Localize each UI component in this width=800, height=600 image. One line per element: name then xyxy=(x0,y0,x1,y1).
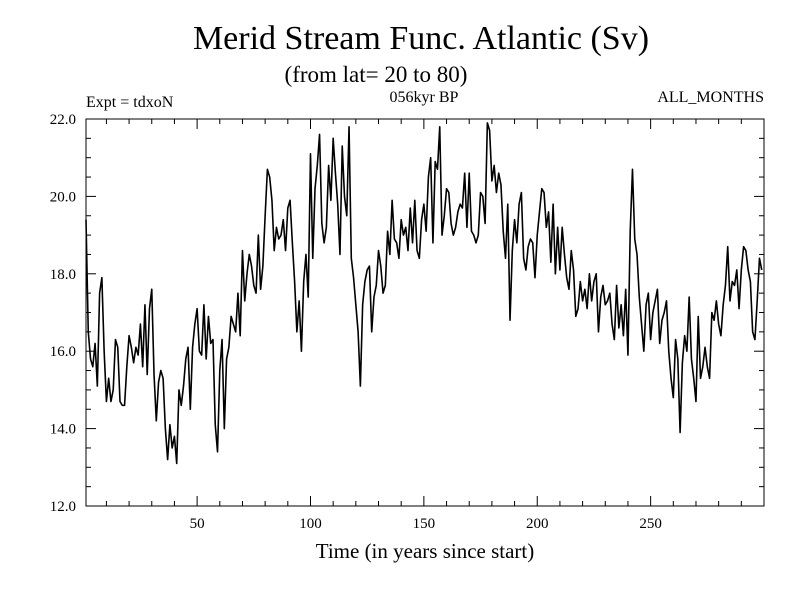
series-group xyxy=(85,122,763,465)
x-tick-label: 200 xyxy=(526,516,549,532)
y-tick-label: 18.0 xyxy=(50,267,76,283)
axis-ticks xyxy=(86,118,765,507)
plot-frame xyxy=(85,118,765,507)
x-tick-label: 50 xyxy=(190,516,205,532)
y-tick-label: 16.0 xyxy=(50,344,76,360)
experiment-label: Expt = tdxoN xyxy=(86,94,174,111)
y-tick-label: 22.0 xyxy=(50,112,76,128)
chart-title: Merid Stream Func. Atlantic (Sv) xyxy=(193,20,649,57)
months-label: ALL_MONTHS xyxy=(657,89,764,106)
x-tick-label: 250 xyxy=(639,516,662,532)
y-tick-label: 12.0 xyxy=(50,499,76,515)
time-period-label: 056kyr BP xyxy=(390,89,459,106)
chart-subtitle: (from lat= 20 to 80) xyxy=(285,62,468,87)
y-tick-label: 20.0 xyxy=(50,189,76,205)
x-axis-label: Time (in years since start) xyxy=(316,539,535,563)
series-line xyxy=(85,122,763,465)
x-tick-label: 150 xyxy=(413,516,436,532)
x-tick-label: 100 xyxy=(299,516,322,532)
tick-labels: 50 100 150 200 250 12.0 14.0 16.0 18.0 20.0 22.0 xyxy=(50,112,662,532)
y-tick-label: 14.0 xyxy=(50,422,76,438)
